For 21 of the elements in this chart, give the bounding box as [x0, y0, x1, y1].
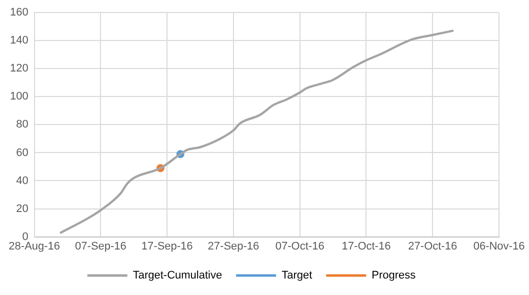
y-tick-label: 100: [10, 90, 28, 103]
x-tick-label: 28-Aug-16: [8, 240, 60, 252]
legend-label: Target: [282, 270, 312, 282]
x-tick-label: 17-Oct-16: [342, 240, 391, 252]
y-tick-label: 40: [16, 174, 28, 187]
x-tick-label: 17-Sep-16: [141, 240, 193, 252]
y-tick-label: 20: [16, 202, 28, 215]
y-tick-label: 160: [10, 6, 28, 19]
y-tick-label: 60: [16, 146, 28, 159]
y-tick-label: 0: [22, 230, 28, 243]
y-tick-label: 140: [10, 34, 28, 47]
x-tick-label: 27-Oct-16: [408, 240, 458, 252]
x-tick-label: 27-Sep-16: [208, 240, 260, 252]
x-tick-label: 07-Sep-16: [75, 240, 126, 252]
legend-label: Target-Cumulative: [132, 270, 222, 282]
x-tick-label: 06-Nov-16: [473, 240, 525, 252]
line-series: [60, 30, 454, 234]
x-tick-label: 07-Oct-16: [275, 240, 324, 252]
y-tick-label: 120: [10, 62, 28, 75]
legend-label: Progress: [372, 270, 416, 282]
y-tick-label: 80: [16, 118, 28, 131]
